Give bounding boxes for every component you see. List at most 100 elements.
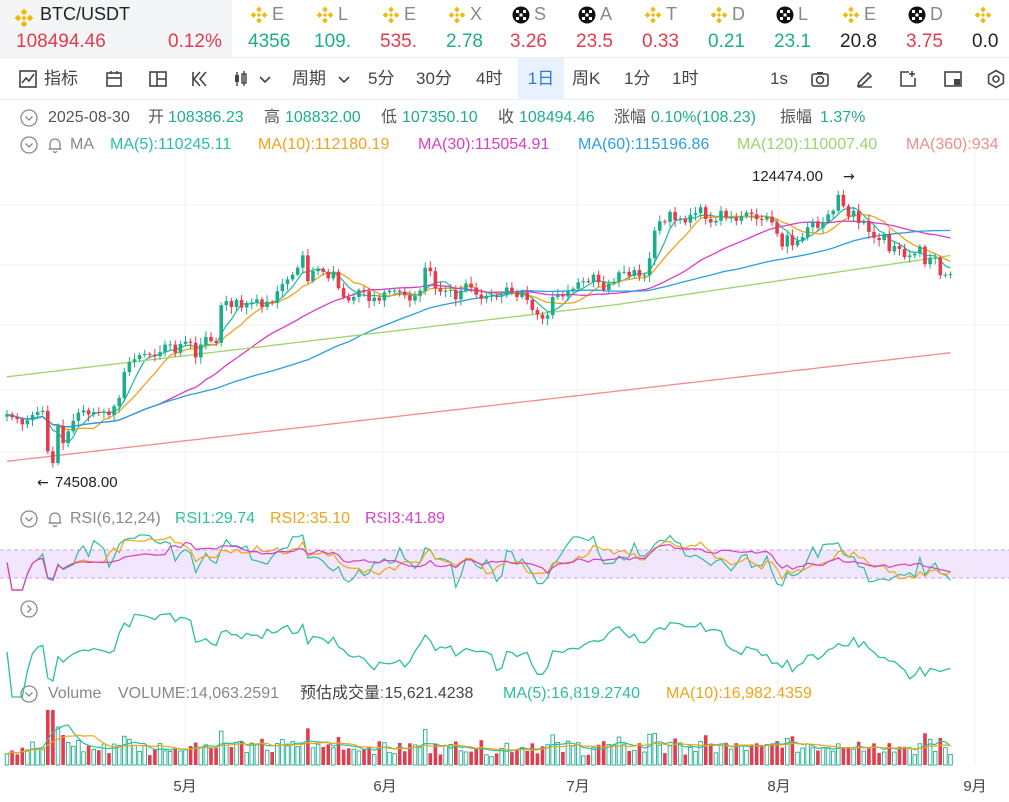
rsi-title: RSI(6,12,24)	[70, 510, 161, 527]
candle	[897, 242, 902, 256]
candle	[556, 289, 560, 300]
interval-tab[interactable]: 1分	[624, 69, 651, 88]
mini-ticker[interactable]: L 23.1	[762, 0, 828, 57]
volume-bar	[601, 741, 606, 765]
volume-bar	[433, 743, 438, 765]
candle	[484, 291, 489, 303]
interval-tab[interactable]: 5分	[368, 69, 395, 88]
volume-bar	[254, 743, 260, 766]
ohlc-high-label: 高	[264, 109, 281, 126]
mini-value: 0.0	[972, 31, 999, 52]
bell-icon[interactable]	[46, 136, 64, 154]
mini-ticker[interactable]: A 23.5	[564, 0, 630, 57]
main-ticker[interactable]: BTC/USDT 108494.46 0.12%	[0, 0, 232, 57]
volume-bar	[867, 748, 871, 765]
mini-ticker[interactable]: L 109.	[302, 0, 368, 57]
collapse-chevron-icon[interactable]	[20, 685, 38, 703]
volume-bar	[321, 746, 325, 765]
volume-bar	[224, 742, 229, 766]
mini-ticker[interactable]: E 4356	[236, 0, 302, 57]
interval-tab[interactable]: 4时	[476, 69, 503, 88]
volume-bar	[209, 747, 213, 765]
period-button[interactable]: 周期	[292, 69, 326, 88]
candle	[566, 284, 570, 302]
volume-bar	[856, 741, 861, 765]
mini-value: 4356	[248, 31, 291, 52]
mini-ticker[interactable]: D 3.75	[894, 0, 960, 57]
collapse-chevron-icon[interactable]	[20, 109, 38, 127]
high-arrow-icon: →	[843, 169, 855, 185]
settings-gear-icon[interactable]	[986, 69, 1006, 89]
mini-ticker[interactable]: E 20.8	[828, 0, 894, 57]
volume-bar	[173, 747, 178, 765]
candle	[51, 446, 55, 468]
candle	[846, 203, 851, 221]
candle	[76, 408, 81, 426]
layout-icon[interactable]	[104, 69, 124, 89]
chevron-down-icon[interactable]	[337, 69, 351, 89]
indicator-chart-icon[interactable]	[18, 69, 38, 89]
candle	[382, 290, 387, 307]
collapse-chevron-icon[interactable]	[20, 136, 38, 154]
mini-value: 3.75	[906, 31, 943, 52]
volume-bar	[825, 747, 831, 766]
camera-icon[interactable]	[810, 69, 830, 89]
interval-tab[interactable]: 周K	[572, 69, 601, 88]
mini-ticker[interactable]: X 2.78	[434, 0, 500, 57]
mini-ticker[interactable]: T 0.33	[630, 0, 696, 57]
interval-tab[interactable]: 1日	[518, 58, 564, 100]
volume-bar	[555, 742, 561, 766]
split-view-icon[interactable]	[148, 69, 168, 89]
chevron-down-icon[interactable]	[258, 69, 272, 89]
ohlc-close: 108494.46	[519, 109, 595, 126]
candle	[749, 208, 754, 221]
interval-tab[interactable]: 1时	[672, 69, 699, 88]
volume-bar	[336, 736, 341, 765]
indicator-button[interactable]: 指标	[44, 69, 78, 88]
x-axis: 5月 6月 7月 8月 9月	[173, 778, 986, 795]
volume-bar	[408, 743, 412, 765]
volume-bar	[570, 745, 576, 766]
mini-ticker[interactable]: S 3.26	[498, 0, 564, 57]
candle-type-icon[interactable]	[232, 69, 252, 89]
volume-bars	[4, 710, 953, 766]
interval-tab[interactable]: 30分	[416, 69, 452, 88]
volume-bar	[458, 750, 464, 766]
candle	[826, 209, 830, 225]
expand-chevron-icon[interactable]	[20, 600, 38, 618]
volume-bar	[81, 751, 86, 766]
candle	[775, 219, 779, 237]
mini-ticker[interactable]: 0.0	[960, 0, 1009, 57]
volume-bar	[178, 750, 183, 766]
volume-bar	[403, 751, 407, 765]
add-window-icon[interactable]	[898, 69, 918, 89]
candle	[25, 415, 30, 429]
volume-bar	[902, 746, 907, 765]
volume-bar	[371, 754, 377, 766]
mini-ticker[interactable]: E 535.	[368, 0, 434, 57]
rewind-icon[interactable]	[190, 69, 210, 89]
bell-icon[interactable]	[46, 510, 64, 528]
collapse-chevron-icon[interactable]	[20, 510, 38, 528]
volume-bar	[15, 754, 19, 765]
volume-bar	[917, 743, 923, 766]
fullscreen-icon[interactable]	[943, 69, 963, 89]
mini-ticker[interactable]: D 0.21	[696, 0, 762, 57]
volume-bar	[137, 750, 142, 766]
rsi-lines	[6, 534, 951, 591]
draw-pen-icon[interactable]	[855, 69, 875, 89]
volume-bar	[780, 747, 784, 765]
candle	[321, 266, 325, 276]
ma-line	[6, 220, 951, 428]
refresh-rate-button[interactable]: 1s	[770, 69, 788, 88]
volume-bar	[816, 750, 820, 765]
candle	[882, 232, 886, 244]
candle	[454, 285, 458, 307]
volume-bar	[561, 751, 565, 765]
candle	[285, 276, 290, 291]
candle	[464, 279, 468, 293]
mini-symbol: E	[404, 4, 417, 24]
candle	[474, 282, 478, 299]
volume-bar	[362, 748, 366, 765]
